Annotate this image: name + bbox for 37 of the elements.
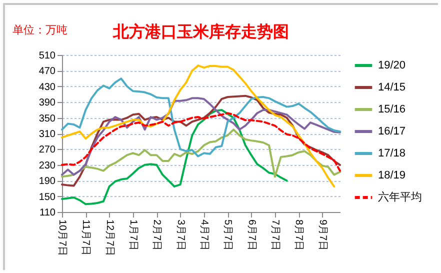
y-tick-label: 150 xyxy=(38,192,56,203)
legend-label: 六年平均 xyxy=(378,190,422,204)
legend-label: 19/20 xyxy=(378,60,406,72)
y-tick-label: 510 xyxy=(38,50,56,62)
y-tick-label: 350 xyxy=(38,113,56,124)
line-series xyxy=(61,78,341,158)
legend-label: 17/18 xyxy=(378,148,406,160)
legend-label: 14/15 xyxy=(378,82,406,94)
x-tick-label: 7月7日 xyxy=(269,220,280,251)
y-tick-label: 190 xyxy=(38,176,56,188)
y-tick-label: 230 xyxy=(38,160,56,172)
x-tick-label: 5月7日 xyxy=(222,220,234,251)
x-tick-label: 10月7日 xyxy=(56,220,68,256)
x-tick-label: 1月7日 xyxy=(127,220,138,251)
x-tick-label: 2月7日 xyxy=(151,220,162,251)
y-tick-label: 470 xyxy=(38,66,56,78)
x-tick-label: 4月7日 xyxy=(198,220,210,251)
y-tick-label: 390 xyxy=(38,98,56,109)
y-axis-title: 单位：万吨 xyxy=(12,24,68,36)
legend-label: 18/19 xyxy=(378,170,406,182)
chart-title: 北方港口玉米库存走势图 xyxy=(112,22,289,41)
line-series xyxy=(61,112,341,172)
line-series xyxy=(61,128,341,178)
x-tick-label: 6月7日 xyxy=(246,220,257,251)
x-tick-label: 8月7日 xyxy=(293,220,304,251)
x-tick-label: 3月7日 xyxy=(174,220,186,251)
line-series xyxy=(61,64,336,188)
y-tick-label: 310 xyxy=(38,129,56,140)
x-tick-label: 12月7日 xyxy=(104,220,115,256)
legend-label: 15/16 xyxy=(378,104,406,116)
line-series xyxy=(61,108,288,206)
x-tick-label: 11月7日 xyxy=(80,220,92,256)
x-tick-label: 9月7日 xyxy=(316,220,328,251)
y-tick-label: 270 xyxy=(38,144,56,156)
y-tick-label: 110 xyxy=(40,208,56,218)
y-tick-label: 430 xyxy=(38,82,56,93)
legend-label: 16/17 xyxy=(378,126,406,138)
